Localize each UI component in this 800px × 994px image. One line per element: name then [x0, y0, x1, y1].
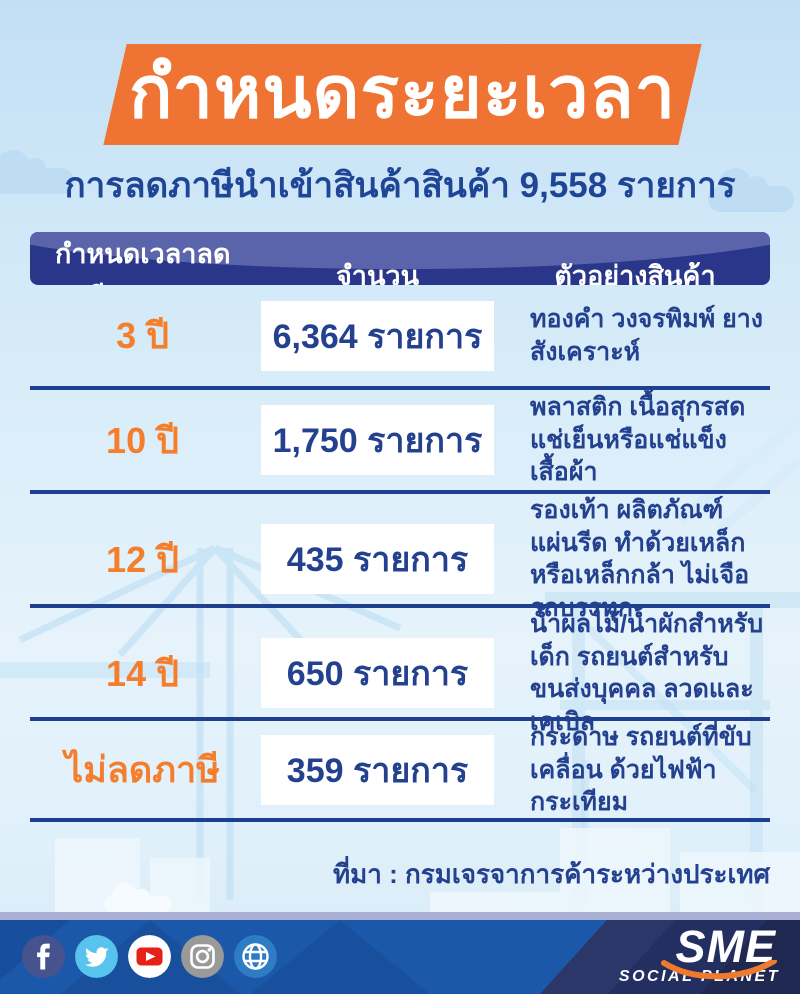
examples-value: พลาสติก เนื้อสุกรสด แช่เย็นหรือแช่แข็ง เ… [530, 393, 746, 487]
table-row: 3 ปี 6,364 รายการ ทองคำ วงจรพิมพ์ ยางสัง… [30, 285, 770, 390]
count-box: 359 รายการ [261, 734, 494, 805]
lavender-divider-strip [0, 912, 800, 920]
count-box: 435 รายการ [261, 524, 494, 594]
logo-name: SME [675, 921, 776, 972]
count-value: 1,750 รายการ [272, 422, 483, 460]
table-row: 14 ปี 650 รายการ น้ำผลไม้/น้ำผักสำหรับเด… [30, 608, 770, 736]
count-box: 6,364 รายการ [261, 300, 494, 371]
count-value: 6,364 รายการ [272, 317, 483, 356]
period-value: ไม่ลดภาษี [65, 749, 220, 791]
twitter-icon[interactable] [75, 935, 118, 978]
tax-reduction-table: กำหนดเวลาลดภาษี 0% จำนวน ตัวอย่างสินค้า … [30, 232, 770, 822]
table-row: ไม่ลดภาษี 359 รายการ กระดาษ รถยนต์ที่ขับ… [30, 721, 770, 822]
period-value: 14 ปี [106, 652, 179, 694]
cloud-decoration [104, 883, 172, 912]
source-attribution: ที่มา : กรมเจรจาการค้าระหว่างประเทศ [333, 859, 770, 889]
page-title: กำหนดระยะเวลา [128, 53, 677, 133]
header-count: จำนวน [335, 260, 420, 286]
page-subtitle: การลดภาษีนำเข้าสินค้าสินค้า 9,558 รายการ [64, 166, 736, 205]
period-value: 12 ปี [106, 538, 179, 580]
social-icons-row [22, 935, 277, 978]
count-value: 359 รายการ [286, 751, 469, 790]
logo-swoosh-icon [661, 960, 777, 980]
examples-value: ทองคำ วงจรพิมพ์ ยางสังเคราะห์ [530, 305, 764, 366]
facebook-icon[interactable] [22, 935, 65, 978]
footer-bar: SME SOCIAL PLANET [0, 920, 800, 994]
table-row: 12 ปี 435 รายการ รองเท้า ผลิตภัณฑ์แผ่นรี… [30, 494, 770, 622]
sme-social-planet-logo: SME SOCIAL PLANET [590, 921, 780, 986]
period-value: 3 ปี [116, 315, 169, 356]
cloud-decoration [0, 150, 74, 194]
examples-value: น้ำผลไม้/น้ำผักสำหรับเด็ก รถยนต์สำหรับขน… [530, 610, 764, 736]
table-row: 10 ปี 1,750 รายการ พลาสติก เนื้อสุกรสด แ… [30, 390, 770, 494]
header-examples: ตัวอย่างสินค้า [554, 260, 716, 286]
table-header-row: กำหนดเวลาลดภาษี 0% จำนวน ตัวอย่างสินค้า [30, 232, 770, 285]
examples-value: กระดาษ รถยนต์ที่ขับเคลื่อน ด้วยไฟฟ้า กระ… [530, 723, 752, 816]
count-value: 650 รายการ [286, 655, 469, 693]
count-box: 1,750 รายการ [261, 405, 494, 475]
count-box: 650 รายการ [261, 638, 494, 708]
title-banner: กำหนดระยะเวลา [103, 44, 702, 145]
cloud-decoration [708, 168, 794, 212]
count-value: 435 รายการ [286, 541, 469, 579]
examples-value: รองเท้า ผลิตภัณฑ์แผ่นรีด ทำด้วยเหล็กหรือ… [530, 496, 750, 622]
period-value: 10 ปี [106, 419, 179, 461]
website-globe-icon[interactable] [234, 935, 277, 978]
header-period: กำหนดเวลาลดภาษี 0% [55, 239, 231, 285]
youtube-icon[interactable] [128, 935, 171, 978]
instagram-icon[interactable] [181, 935, 224, 978]
